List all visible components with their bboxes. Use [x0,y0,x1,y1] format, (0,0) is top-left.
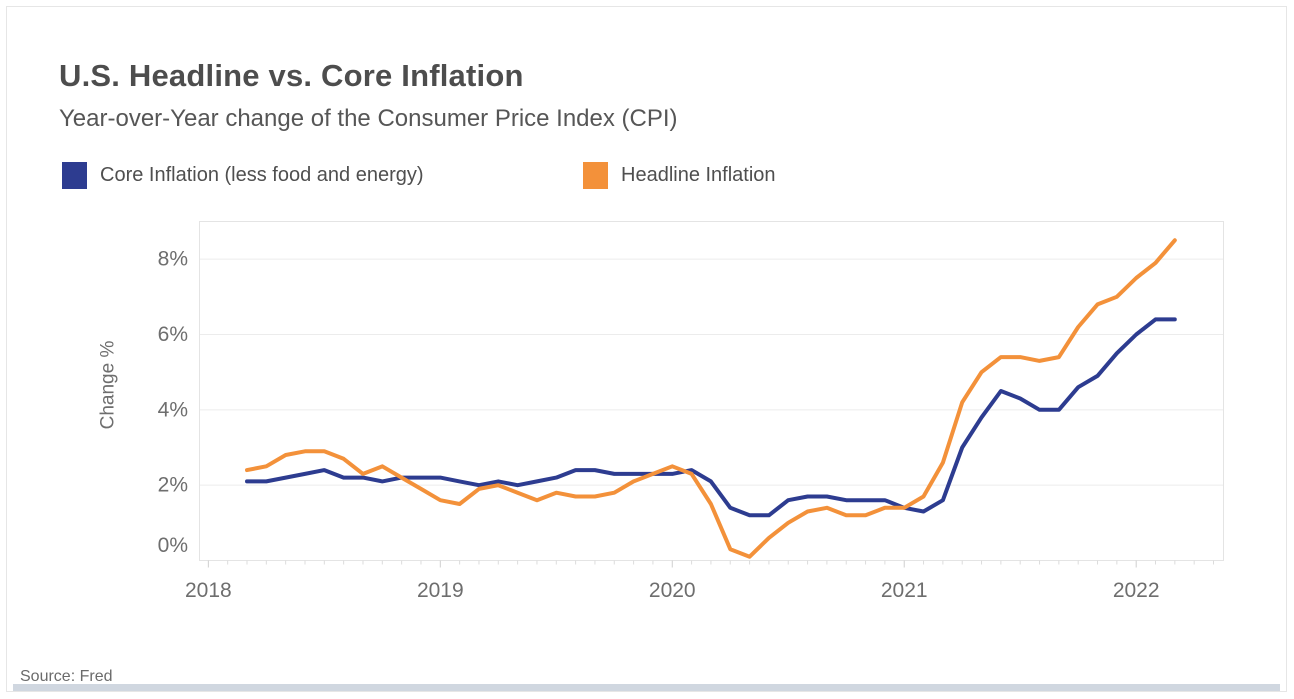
core-swatch-icon [62,161,87,189]
y-axis-title: Change % [98,341,119,430]
legend: Core Inflation (less food and energy) He… [7,161,1286,191]
y-tick-label-0%: 0% [158,534,188,557]
y-tick-label-6%: 6% [158,323,188,346]
source-note: Source: Fred [20,668,113,685]
chart-subtitle: Year-over-Year change of the Consumer Pr… [59,105,678,132]
plot-frame [199,221,1224,561]
line-chart: 2018 2019 2020 2021 2022 0% 2% 4% 6% 8% Change % [98,221,1224,602]
headline-inflation-line [245,238,1177,559]
legend-item-core: Core Inflation (less food and energy) [62,161,424,189]
x-tick-label-2022: 2022 [1113,579,1160,602]
legend-label-core: Core Inflation (less food and energy) [100,163,424,186]
legend-label-headline: Headline Inflation [621,163,776,186]
y-tick-label-2%: 2% [158,474,188,497]
chart-title: U.S. Headline vs. Core Inflation [59,58,524,93]
x-tick-label-2021: 2021 [881,579,928,602]
x-tick-label-2018: 2018 [185,579,232,602]
y-tick-label-4%: 4% [158,398,188,421]
page-card: U.S. Headline vs. Core Inflation Year-ov… [6,6,1287,692]
y-tick-label-8%: 8% [158,248,188,271]
x-tick-label-2019: 2019 [417,579,464,602]
x-tick-label-2020: 2020 [649,579,696,602]
bottom-edge-bar [13,684,1280,691]
headline-swatch-icon [583,161,608,189]
legend-item-headline: Headline Inflation [583,161,776,189]
core-inflation-line [245,317,1177,518]
